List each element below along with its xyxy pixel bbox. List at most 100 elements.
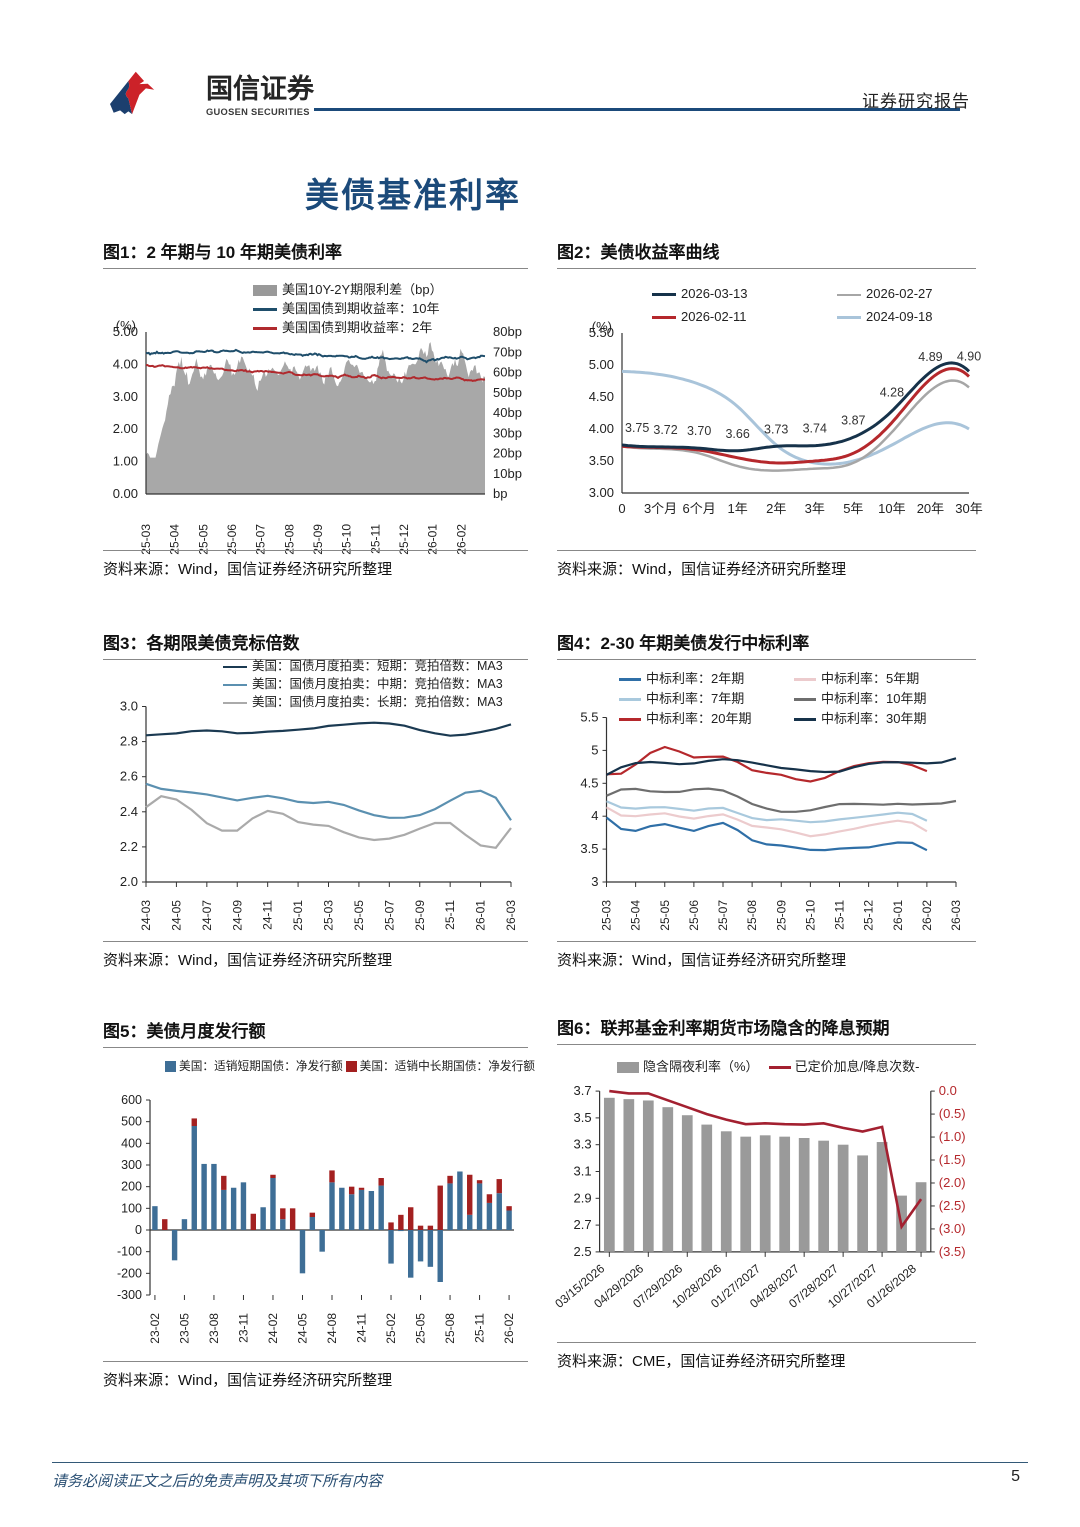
svg-text:23-02: 23-02 (148, 1313, 162, 1344)
svg-text:23-11: 23-11 (236, 1313, 250, 1343)
svg-text:3.66: 3.66 (725, 427, 749, 441)
svg-text:25-08: 25-08 (745, 900, 759, 931)
svg-text:3.50: 3.50 (589, 453, 614, 468)
svg-text:25-11: 25-11 (833, 900, 847, 930)
svg-text:500: 500 (121, 1115, 142, 1129)
svg-text:40bp: 40bp (493, 405, 522, 420)
svg-text:5: 5 (591, 742, 598, 757)
svg-text:5.00: 5.00 (589, 357, 614, 372)
svg-text:24-03: 24-03 (139, 900, 153, 931)
svg-text:3.72: 3.72 (653, 423, 677, 437)
svg-text:30年: 30年 (955, 501, 982, 516)
svg-text:24-05: 24-05 (295, 1313, 309, 1344)
svg-text:4.89: 4.89 (918, 350, 942, 364)
svg-text:25-03: 25-03 (600, 900, 614, 931)
svg-text:24-09: 24-09 (230, 900, 244, 931)
svg-text:5.5: 5.5 (580, 710, 598, 725)
svg-text:3.5: 3.5 (574, 1110, 592, 1125)
svg-text:2.00: 2.00 (113, 421, 138, 436)
svg-text:5年: 5年 (843, 501, 863, 516)
svg-text:3.3: 3.3 (574, 1137, 592, 1152)
svg-text:(2.5): (2.5) (939, 1198, 966, 1213)
svg-text:2.0: 2.0 (120, 874, 138, 889)
svg-text:70bp: 70bp (493, 344, 522, 359)
svg-text:2年: 2年 (766, 501, 786, 516)
svg-text:国信证券: 国信证券 (206, 73, 315, 104)
svg-text:(%): (%) (116, 318, 136, 333)
svg-text:0.00: 0.00 (113, 486, 138, 501)
svg-text:60bp: 60bp (493, 365, 522, 380)
svg-text:23-08: 23-08 (207, 1313, 221, 1344)
svg-text:200: 200 (121, 1180, 142, 1194)
svg-text:0: 0 (135, 1223, 142, 1237)
svg-text:10年: 10年 (878, 501, 905, 516)
svg-text:2.6: 2.6 (120, 769, 138, 784)
svg-text:0: 0 (618, 501, 625, 516)
svg-text:4.28: 4.28 (880, 386, 904, 400)
svg-text:20bp: 20bp (493, 446, 522, 461)
svg-text:4.90: 4.90 (957, 349, 981, 363)
svg-text:80bp: 80bp (493, 324, 522, 339)
svg-text:30bp: 30bp (493, 425, 522, 440)
svg-text:25-07: 25-07 (716, 900, 730, 931)
svg-text:25-05: 25-05 (658, 900, 672, 931)
svg-text:(0.5): (0.5) (939, 1106, 966, 1121)
svg-text:(3.5): (3.5) (939, 1244, 966, 1259)
svg-text:2.8: 2.8 (120, 734, 138, 749)
svg-text:-200: -200 (117, 1266, 142, 1280)
svg-text:24-11: 24-11 (355, 1313, 369, 1343)
svg-text:24-05: 24-05 (169, 900, 183, 931)
svg-text:25-09: 25-09 (413, 900, 427, 931)
svg-text:25-11: 25-11 (473, 1313, 487, 1343)
svg-text:3.5: 3.5 (580, 841, 598, 856)
svg-text:24-07: 24-07 (200, 900, 214, 931)
svg-text:(%): (%) (592, 319, 612, 334)
svg-text:(1.0): (1.0) (939, 1129, 966, 1144)
svg-text:-300: -300 (117, 1288, 142, 1302)
svg-text:(2.0): (2.0) (939, 1175, 966, 1190)
svg-text:24-02: 24-02 (266, 1313, 280, 1344)
svg-text:4.00: 4.00 (113, 356, 138, 371)
svg-text:25-06: 25-06 (687, 900, 701, 931)
svg-text:600: 600 (121, 1093, 142, 1107)
svg-text:3.73: 3.73 (764, 422, 788, 436)
svg-text:3.87: 3.87 (841, 413, 865, 427)
svg-text:26-01: 26-01 (891, 900, 905, 931)
svg-text:1.00: 1.00 (113, 454, 138, 469)
svg-text:3.75: 3.75 (625, 421, 649, 435)
svg-text:0.0: 0.0 (939, 1083, 957, 1098)
svg-text:2.4: 2.4 (120, 804, 138, 819)
svg-text:26-02: 26-02 (502, 1313, 516, 1344)
svg-text:25-05: 25-05 (352, 900, 366, 931)
svg-text:25-09: 25-09 (774, 900, 788, 931)
svg-text:3.70: 3.70 (687, 424, 711, 438)
svg-text:25-04: 25-04 (629, 900, 643, 931)
svg-text:3年: 3年 (805, 501, 825, 516)
svg-text:3.00: 3.00 (589, 485, 614, 500)
svg-text:26-03: 26-03 (504, 900, 518, 931)
svg-text:100: 100 (121, 1201, 142, 1215)
svg-text:25-07: 25-07 (382, 900, 396, 931)
svg-text:20年: 20年 (917, 501, 944, 516)
svg-text:23-05: 23-05 (177, 1313, 191, 1344)
svg-text:25-10: 25-10 (803, 900, 817, 931)
svg-text:3.0: 3.0 (120, 699, 138, 714)
svg-text:-100: -100 (117, 1245, 142, 1259)
svg-text:10bp: 10bp (493, 466, 522, 481)
svg-text:26-02: 26-02 (920, 900, 934, 931)
svg-text:24-11: 24-11 (261, 900, 275, 930)
svg-text:25-01: 25-01 (291, 900, 305, 931)
svg-text:24-08: 24-08 (325, 1313, 339, 1344)
svg-text:26-01: 26-01 (474, 900, 488, 931)
svg-text:25-03: 25-03 (322, 900, 336, 931)
svg-text:400: 400 (121, 1136, 142, 1150)
svg-text:4.50: 4.50 (589, 389, 614, 404)
svg-text:3.74: 3.74 (803, 422, 827, 436)
svg-text:(3.0): (3.0) (939, 1221, 966, 1236)
svg-text:4: 4 (591, 808, 598, 823)
svg-text:25-05: 25-05 (414, 1313, 428, 1344)
svg-text:1年: 1年 (728, 501, 748, 516)
svg-text:3: 3 (591, 874, 598, 889)
svg-text:2.7: 2.7 (574, 1217, 592, 1232)
svg-text:25-08: 25-08 (443, 1313, 457, 1344)
